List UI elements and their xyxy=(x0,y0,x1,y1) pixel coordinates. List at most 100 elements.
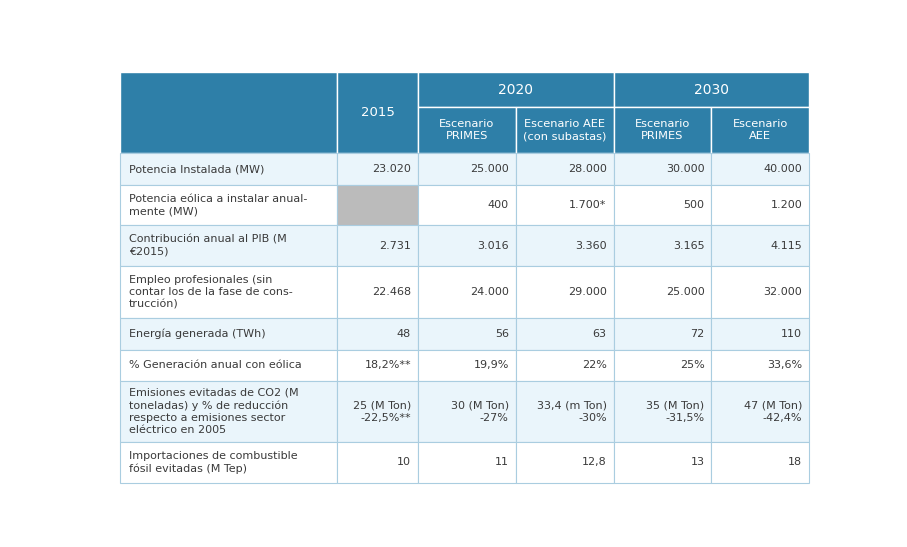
Text: 13: 13 xyxy=(690,457,705,467)
Bar xyxy=(614,442,711,482)
Bar xyxy=(711,442,809,482)
Bar xyxy=(418,72,614,107)
Bar xyxy=(418,318,516,350)
Bar xyxy=(516,266,614,318)
Bar xyxy=(614,153,711,185)
Bar xyxy=(614,185,711,225)
Text: Emisiones evitadas de CO2 (M
toneladas) y % de reducción
respecto a emisiones se: Emisiones evitadas de CO2 (M toneladas) … xyxy=(129,387,298,435)
Text: 2.731: 2.731 xyxy=(379,241,411,251)
Bar xyxy=(614,225,711,266)
Text: 47 (M Ton)
-42,4%: 47 (M Ton) -42,4% xyxy=(744,400,802,423)
Text: 32.000: 32.000 xyxy=(764,287,802,297)
Bar xyxy=(337,185,418,225)
Text: 28.000: 28.000 xyxy=(568,164,607,174)
Bar xyxy=(516,185,614,225)
Bar xyxy=(418,442,516,482)
Text: Contribución anual al PIB (M
€2015): Contribución anual al PIB (M €2015) xyxy=(129,235,287,257)
Text: Empleo profesionales (sin
contar los de la fase de cons-
trucción): Empleo profesionales (sin contar los de … xyxy=(129,275,293,310)
Bar xyxy=(711,107,809,153)
Bar xyxy=(418,225,516,266)
Bar xyxy=(614,72,809,107)
Text: 23.020: 23.020 xyxy=(372,164,411,174)
Bar xyxy=(614,266,711,318)
Text: 3.360: 3.360 xyxy=(575,241,607,251)
Bar xyxy=(337,318,418,350)
Bar xyxy=(711,266,809,318)
Text: 33,6%: 33,6% xyxy=(767,360,802,370)
Text: % Generación anual con eólica: % Generación anual con eólica xyxy=(129,360,302,370)
Bar xyxy=(337,381,418,442)
Bar xyxy=(121,350,337,381)
Bar xyxy=(711,318,809,350)
Text: Escenario AEE
(con subastas): Escenario AEE (con subastas) xyxy=(523,119,607,142)
Bar xyxy=(516,225,614,266)
Text: 22.468: 22.468 xyxy=(372,287,411,297)
Text: Escenario
PRIMES: Escenario PRIMES xyxy=(635,119,690,142)
Bar xyxy=(121,381,337,442)
Bar xyxy=(614,107,711,153)
Text: 3.016: 3.016 xyxy=(477,241,509,251)
Bar xyxy=(337,72,418,153)
Bar xyxy=(337,350,418,381)
Bar xyxy=(337,266,418,318)
Text: 10: 10 xyxy=(397,457,411,467)
Text: 3.165: 3.165 xyxy=(673,241,705,251)
Text: 4.115: 4.115 xyxy=(770,241,802,251)
Bar xyxy=(516,153,614,185)
Text: 35 (M Ton)
-31,5%: 35 (M Ton) -31,5% xyxy=(647,400,705,423)
Bar xyxy=(418,266,516,318)
Text: 29.000: 29.000 xyxy=(568,287,607,297)
Text: Escenario
AEE: Escenario AEE xyxy=(733,119,788,142)
Bar xyxy=(121,318,337,350)
Text: Importaciones de combustible
fósil evitadas (M Tep): Importaciones de combustible fósil evita… xyxy=(129,451,297,474)
Bar xyxy=(418,381,516,442)
Bar xyxy=(418,107,516,153)
Bar xyxy=(121,225,337,266)
Text: 24.000: 24.000 xyxy=(470,287,509,297)
Text: 56: 56 xyxy=(495,329,509,339)
Bar xyxy=(418,153,516,185)
Bar xyxy=(337,153,418,185)
Text: 33,4 (m Ton)
-30%: 33,4 (m Ton) -30% xyxy=(537,400,607,423)
Bar xyxy=(614,381,711,442)
Bar xyxy=(418,350,516,381)
Text: 1.200: 1.200 xyxy=(770,200,802,210)
Text: 22%: 22% xyxy=(581,360,607,370)
Bar xyxy=(121,153,337,185)
Bar xyxy=(516,318,614,350)
Bar xyxy=(516,442,614,482)
Bar xyxy=(121,185,337,225)
Text: 30 (M Ton)
-27%: 30 (M Ton) -27% xyxy=(451,400,509,423)
Text: 2020: 2020 xyxy=(498,83,533,96)
Bar xyxy=(516,381,614,442)
Text: 18: 18 xyxy=(788,457,802,467)
Bar xyxy=(121,266,337,318)
Text: 25 (M Ton)
-22,5%**: 25 (M Ton) -22,5%** xyxy=(353,400,411,423)
Text: Escenario
PRIMES: Escenario PRIMES xyxy=(439,119,494,142)
Bar xyxy=(337,225,418,266)
Bar xyxy=(121,72,337,153)
Text: 19,9%: 19,9% xyxy=(473,360,509,370)
Text: Potencia Instalada (MW): Potencia Instalada (MW) xyxy=(129,164,264,174)
Bar xyxy=(711,381,809,442)
Bar xyxy=(418,185,516,225)
Bar xyxy=(516,350,614,381)
Bar xyxy=(711,350,809,381)
Text: 48: 48 xyxy=(396,329,411,339)
Text: 18,2%**: 18,2%** xyxy=(365,360,411,370)
Bar xyxy=(516,107,614,153)
Bar xyxy=(711,185,809,225)
Bar xyxy=(614,318,711,350)
Text: 500: 500 xyxy=(683,200,705,210)
Text: 25.000: 25.000 xyxy=(470,164,509,174)
Text: 12,8: 12,8 xyxy=(582,457,607,467)
Bar xyxy=(614,350,711,381)
Bar xyxy=(711,153,809,185)
Text: 25%: 25% xyxy=(679,360,705,370)
Text: 72: 72 xyxy=(690,329,705,339)
Bar xyxy=(337,442,418,482)
Text: Energía generada (TWh): Energía generada (TWh) xyxy=(129,329,266,339)
Text: 25.000: 25.000 xyxy=(666,287,705,297)
Text: 40.000: 40.000 xyxy=(764,164,802,174)
Bar xyxy=(121,442,337,482)
